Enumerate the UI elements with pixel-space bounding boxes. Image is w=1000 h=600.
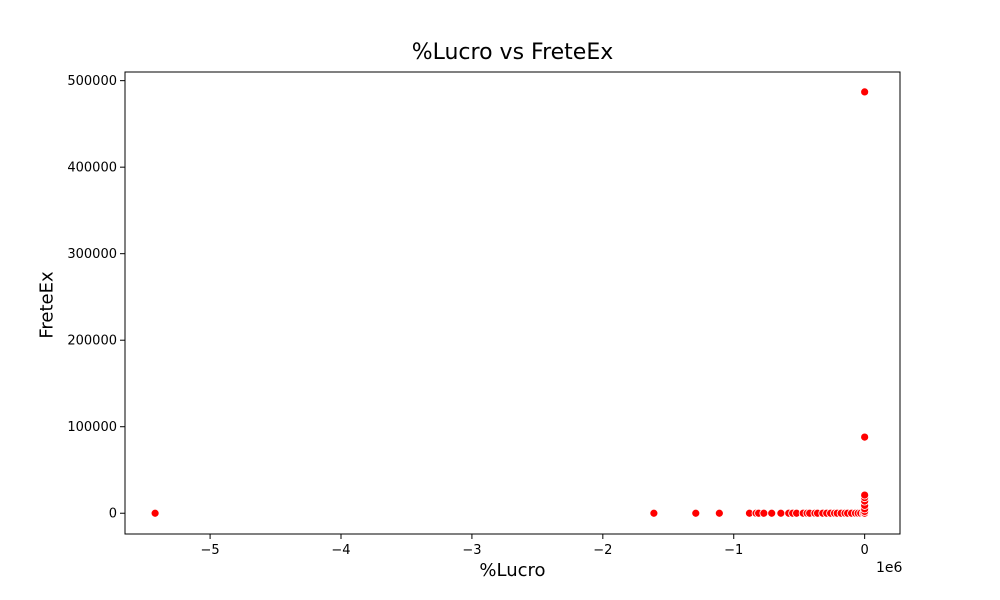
y-tick-label: 100000 (67, 420, 117, 435)
x-tick-label: −3 (462, 543, 481, 558)
x-tick-label: 0 (861, 543, 869, 558)
chart-title: %Lucro vs FreteEx (411, 40, 614, 65)
data-point (767, 508, 777, 518)
data-point (691, 508, 701, 518)
data-point (860, 87, 870, 97)
y-tick-label: 500000 (67, 74, 117, 89)
data-point (150, 508, 160, 518)
y-tick-label: 200000 (67, 334, 117, 349)
x-tick-label: −4 (331, 543, 350, 558)
x-tick-label: −1 (724, 543, 743, 558)
data-point (759, 508, 769, 518)
x-tick-label: −2 (593, 543, 612, 558)
data-point (714, 508, 724, 518)
y-tick-label: 400000 (67, 161, 117, 176)
y-tick-label: 0 (109, 507, 117, 522)
y-tick-label: 300000 (67, 247, 117, 262)
data-point (776, 508, 786, 518)
data-point (860, 432, 870, 442)
axis-ticks: −5 −4 −3 −2 −1 0 0 100000 200000 300000 400000 5000… (67, 74, 868, 558)
data-point (649, 508, 659, 518)
x-axis-label: %Lucro (479, 560, 546, 581)
x-axis-offset-label: 1e6 (876, 560, 903, 576)
data-points (150, 87, 870, 518)
plot-frame (124, 71, 901, 535)
data-point (860, 490, 870, 500)
x-tick-label: −5 (201, 543, 220, 558)
